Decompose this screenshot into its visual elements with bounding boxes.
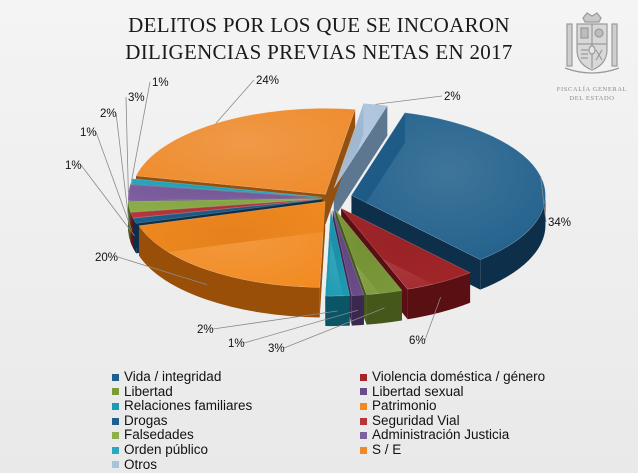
pie-labels: 34%6%3%1%2%20%1%1%2%3%1% 24%2% xyxy=(65,75,571,355)
label-leader-line xyxy=(283,307,385,349)
data-label: 24% xyxy=(256,75,279,87)
coat-of-arms-icon xyxy=(564,12,620,74)
data-label: 3% xyxy=(268,343,285,355)
legend-swatch xyxy=(112,373,119,381)
slice-outer-wall xyxy=(325,295,350,327)
legend-label: Orden público xyxy=(124,441,209,457)
legend-label: Otros xyxy=(124,456,158,472)
label-leader-line xyxy=(212,310,338,330)
legend-label: Vida / integridad xyxy=(124,369,222,384)
label-leader-line xyxy=(95,131,133,231)
legend-swatch xyxy=(112,388,119,396)
legend-swatch xyxy=(360,417,367,425)
label-leader-line xyxy=(375,95,443,105)
slice-outer-wall xyxy=(480,195,546,290)
legend-item: Seguridad Vial xyxy=(360,412,582,429)
legend-label: Administración Justicia xyxy=(372,427,510,443)
slice-relaciones-familiares xyxy=(325,210,351,297)
legend-swatch xyxy=(360,446,367,454)
slice-cut-face xyxy=(333,105,388,219)
chart-title-line-2: DILIGENCIAS PREVIAS NETAS EN 2017 xyxy=(125,40,513,64)
slice-libertad-sexual xyxy=(332,209,365,296)
legend-swatch xyxy=(360,432,367,440)
legend-label: Libertad xyxy=(124,383,173,399)
fiscalia-crest: FISCALÍA GENERAL DEL ESTADO xyxy=(552,10,632,103)
label-leader-line xyxy=(131,81,151,182)
legend-item: Otros xyxy=(112,456,360,473)
data-label: 20% xyxy=(95,252,118,264)
data-label: 1% xyxy=(65,160,82,172)
data-label: 2% xyxy=(197,324,214,336)
label-leader-line xyxy=(215,79,255,124)
legend-label: Relaciones familiares xyxy=(124,398,253,414)
legend-item: Administración Justicia xyxy=(360,428,582,443)
slice-outer-wall xyxy=(133,218,137,254)
slice-outer-wall xyxy=(139,225,320,318)
crest-text-line-1: FISCALÍA GENERAL xyxy=(556,86,628,93)
legend-label: S / E xyxy=(372,441,402,457)
label-leader-line xyxy=(117,256,207,286)
legend-swatch xyxy=(360,402,367,410)
legend-swatch xyxy=(112,432,119,440)
legend-swatch xyxy=(112,446,119,454)
pie-tops xyxy=(127,103,546,297)
slice-patrimonio xyxy=(138,201,326,288)
label-leader-line xyxy=(125,96,129,193)
chart-title: DELITOS POR LOS QUE SE INCOARON DILIGENC… xyxy=(0,12,638,66)
legend-label: Falsedades xyxy=(124,427,194,443)
label-leader-line xyxy=(80,164,135,237)
label-leader-line xyxy=(540,176,547,223)
data-label: 6% xyxy=(409,335,426,347)
slice-cut-face xyxy=(325,109,356,225)
slice-falsedades xyxy=(127,198,323,213)
data-label: 2% xyxy=(100,108,117,120)
crest-text-line-2: DEL ESTADO xyxy=(569,95,615,102)
legend-label: Drogas xyxy=(124,412,168,428)
data-label: 1% xyxy=(80,127,97,139)
label-leader-line xyxy=(115,112,130,222)
legend-item: Violencia doméstica / género xyxy=(360,369,582,385)
data-label: 2% xyxy=(444,91,461,103)
legend-label: Violencia doméstica / género xyxy=(372,369,546,384)
legend-item: Patrimonio xyxy=(360,399,582,414)
legend-item: Falsedades xyxy=(112,428,360,443)
legend-swatch xyxy=(112,417,119,425)
slice-outer-wall xyxy=(407,272,471,320)
data-label: 1% xyxy=(152,77,169,89)
slice-outer-wall xyxy=(128,201,131,243)
legend-item: Relaciones familiares xyxy=(112,399,360,414)
slice-otros xyxy=(333,103,388,189)
legend-item: Libertad xyxy=(112,383,360,400)
legend-item: Libertad sexual xyxy=(360,383,582,400)
slice-violencia-dom-stica-g-nero xyxy=(341,208,471,290)
label-leader-line xyxy=(424,297,441,341)
legend-item: Orden público xyxy=(112,441,360,458)
legend-label: Libertad sexual xyxy=(372,383,464,399)
slice-outer-wall xyxy=(130,212,133,248)
data-label: 3% xyxy=(128,92,145,104)
legend-label: Seguridad Vial xyxy=(372,412,460,428)
data-label: 34% xyxy=(548,217,571,229)
chart-title-line-1: DELITOS POR LOS QUE SE INCOARON xyxy=(128,13,510,37)
legend-swatch xyxy=(360,373,367,381)
legend-item: Vida / integridad xyxy=(112,369,360,385)
slice-libertad xyxy=(335,209,403,295)
legend-item: S / E xyxy=(360,441,582,458)
legend-swatch xyxy=(112,461,119,469)
slice-seguridad-vial xyxy=(130,198,323,219)
slice-drogas xyxy=(132,198,323,224)
chart-legend: Vida / integridad Violencia doméstica / g… xyxy=(112,369,582,473)
legend-label: Patrimonio xyxy=(372,398,437,414)
slice-outer-wall xyxy=(366,290,402,325)
legend-swatch xyxy=(112,402,119,410)
legend-swatch xyxy=(360,388,367,396)
label-leader-line xyxy=(243,309,358,344)
data-label: 1% xyxy=(228,338,245,350)
legend-item: Drogas xyxy=(112,412,360,429)
